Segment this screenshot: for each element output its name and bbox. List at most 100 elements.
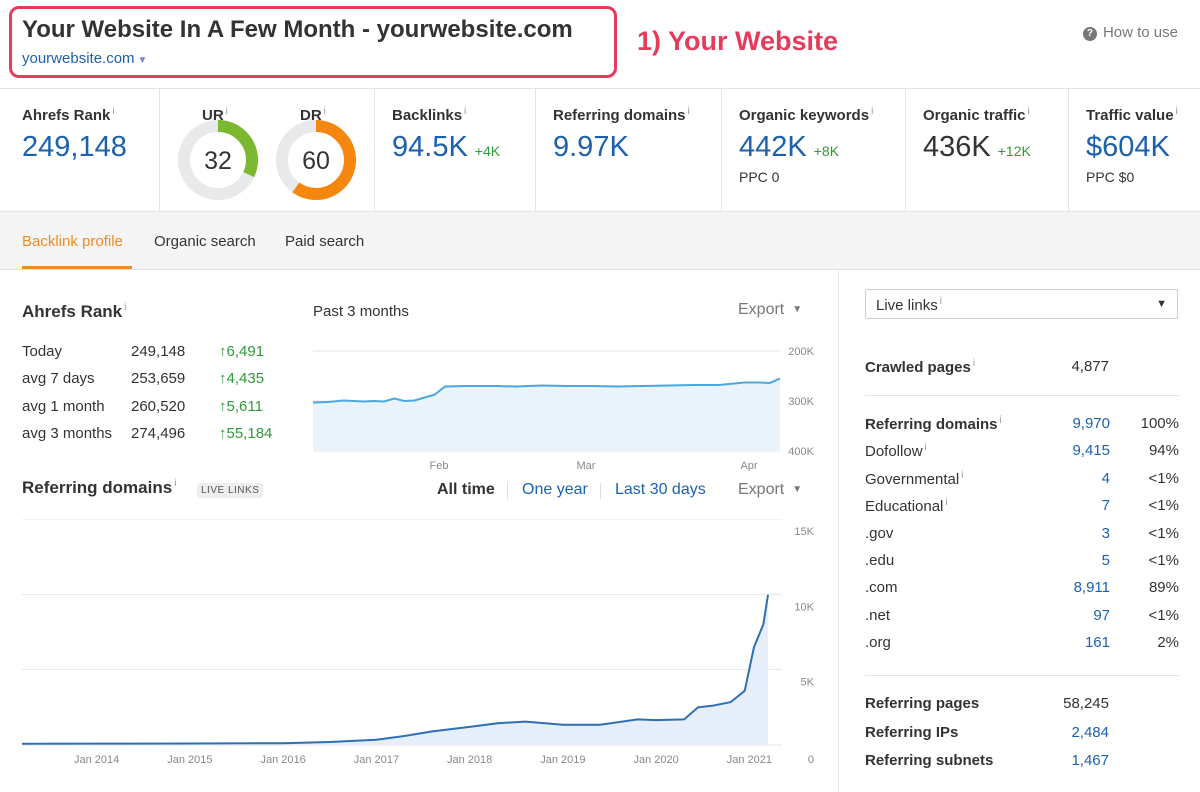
- rank-export-button[interactable]: Export ▼: [738, 301, 803, 318]
- dr-value: 60: [302, 147, 330, 175]
- site-url-dropdown[interactable]: yourwebsite.com ▼: [22, 50, 147, 67]
- row-percent: 89%: [1148, 579, 1179, 597]
- metric-value[interactable]: 249,148: [22, 131, 127, 163]
- tab-organic-search[interactable]: Organic search: [154, 233, 256, 250]
- info-icon: i: [174, 478, 177, 490]
- row-label: Educational i: [865, 497, 948, 516]
- how-to-use-link[interactable]: ? How to use: [1082, 24, 1178, 41]
- report-tabs: Backlink profile Organic search Paid sea…: [0, 212, 1200, 270]
- info-icon: i: [961, 469, 964, 481]
- metric-value[interactable]: 94.5K +4K: [392, 131, 501, 163]
- row-value[interactable]: 2,484: [1071, 723, 1109, 741]
- divider: [600, 483, 601, 499]
- ur-gauge-ring: [178, 120, 258, 200]
- row-value[interactable]: 161: [1084, 634, 1110, 652]
- info-icon: i: [323, 106, 326, 117]
- metric-label: Organic traffic i: [923, 106, 1030, 124]
- ur-label: UR i: [202, 106, 228, 124]
- time-option-one-year[interactable]: One year: [522, 481, 588, 498]
- x-tick-label: Feb: [430, 460, 449, 471]
- stat-row: .com 8,911 89%: [865, 579, 1179, 603]
- x-tick-label: Jan 2021: [727, 754, 772, 766]
- metric-delta: +12K: [997, 143, 1031, 159]
- referring-domains-chart: 15K 10K 5K 0 Jan 2014 Jan 2015 Jan 2016 Jan 201…: [21, 519, 815, 766]
- x-tick-label: Apr: [740, 460, 757, 471]
- metric-value[interactable]: $604K: [1086, 131, 1170, 163]
- stat-row: .org 161 2%: [865, 634, 1179, 658]
- info-icon: i: [924, 442, 927, 454]
- live-links-select[interactable]: Live links i ▼: [865, 289, 1178, 319]
- divider: [865, 675, 1179, 676]
- stat-row: Educational i 7 <1%: [865, 497, 1179, 521]
- site-url-label: yourwebsite.com: [22, 50, 135, 67]
- row-value[interactable]: 1,467: [1071, 752, 1109, 769]
- row-value[interactable]: 9,970: [1072, 415, 1110, 432]
- stat-row: Referring pages 58,245: [865, 695, 1179, 719]
- metrics-bar: Ahrefs Rank i 249,148 UR i 32 DR i 60 Backl…: [0, 88, 1200, 212]
- metric-label: Organic keywords i: [739, 106, 874, 124]
- ahrefs-rank-title: Ahrefs Rank i: [22, 302, 127, 321]
- row-percent: <1%: [1148, 497, 1179, 515]
- highlight-box: [9, 6, 617, 78]
- y-tick-label: 15K: [794, 526, 814, 538]
- rank-row-change: ↑55,184: [219, 425, 273, 442]
- time-option-last-30-days[interactable]: Last 30 days: [615, 481, 706, 498]
- row-percent: 94%: [1148, 442, 1179, 460]
- metric-label: Referring domains i: [553, 106, 690, 124]
- rank-row-change: ↑4,435: [219, 370, 265, 387]
- info-icon: i: [112, 106, 115, 117]
- rank-row-change: ↑5,611: [219, 398, 263, 415]
- main-panel: Ahrefs Rank i Today 249,148 ↑6,491 avg 7 …: [0, 271, 838, 792]
- row-value[interactable]: 9,415: [1072, 442, 1110, 460]
- metric-backlinks: Backlinks i 94.5K +4K: [375, 89, 536, 211]
- metric-value: 436K +12K: [923, 131, 1031, 163]
- rank-row-value: 274,496: [131, 425, 186, 442]
- rd-area: [22, 594, 769, 745]
- live-links-badge: LIVE LINKS: [197, 483, 264, 498]
- x-tick-label: Mar: [577, 460, 596, 471]
- site-header: Your Website In A Few Month - yourwebsit…: [0, 0, 1200, 88]
- row-value[interactable]: 5: [1101, 552, 1110, 569]
- divider: [507, 483, 508, 499]
- rank-line: [312, 377, 781, 404]
- x-tick-label: Jan 2016: [260, 754, 305, 766]
- row-percent: <1%: [1148, 606, 1179, 624]
- y-tick-label: 0: [808, 754, 814, 766]
- row-value[interactable]: 3: [1101, 524, 1110, 542]
- y-tick-label: 300K: [788, 396, 814, 408]
- row-label: Referring pages: [865, 695, 980, 712]
- stat-row: Referring subnets 1,467: [865, 752, 1179, 776]
- row-label: .gov: [865, 524, 894, 542]
- time-option-all-time[interactable]: All time: [437, 481, 495, 498]
- rank-row-label: Today: [22, 343, 63, 360]
- tab-paid-search[interactable]: Paid search: [285, 233, 365, 250]
- ur-value: 32: [204, 147, 232, 175]
- row-value[interactable]: 8,911: [1073, 579, 1110, 597]
- stat-row: Referring IPs 2,484: [865, 724, 1179, 748]
- info-icon: i: [945, 497, 948, 509]
- row-percent: <1%: [1148, 552, 1179, 569]
- info-icon: i: [871, 106, 874, 117]
- ur-gauge-fill: [178, 120, 258, 200]
- metric-value[interactable]: 442K +8K: [739, 131, 840, 163]
- row-label: .edu: [865, 552, 895, 569]
- referring-domains-title: Referring domains i: [22, 478, 177, 497]
- y-tick-label: 400K: [788, 446, 814, 458]
- metric-value[interactable]: 9.97K: [553, 131, 629, 163]
- rd-export-button[interactable]: Export ▼: [738, 481, 803, 498]
- dr-gauge-ring: [276, 120, 356, 200]
- select-value: Live links: [876, 297, 938, 314]
- metric-organic-traffic: Organic traffic i 436K +12K: [906, 89, 1069, 211]
- row-label: Crawled pages i: [865, 358, 976, 376]
- dr-label: DR i: [300, 106, 326, 124]
- tab-backlink-profile[interactable]: Backlink profile: [22, 233, 123, 250]
- info-icon: i: [124, 302, 127, 314]
- info-icon: i: [972, 358, 976, 369]
- row-value[interactable]: 97: [1093, 606, 1110, 624]
- dr-gauge: 60: [273, 117, 359, 203]
- chevron-down-icon: ▼: [792, 304, 803, 315]
- x-tick-label: Jan 2019: [540, 754, 585, 766]
- row-label: .org: [865, 634, 891, 652]
- row-value[interactable]: 4: [1101, 469, 1110, 487]
- row-value[interactable]: 7: [1101, 497, 1110, 515]
